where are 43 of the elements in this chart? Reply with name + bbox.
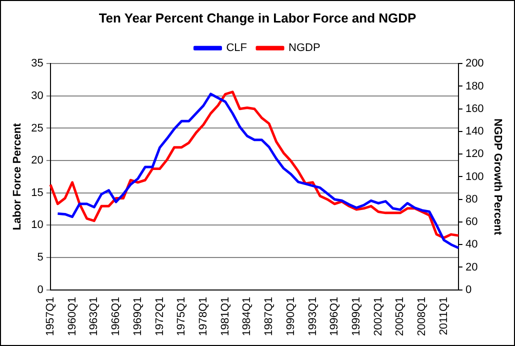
y2-tick-label: 180 bbox=[465, 80, 484, 92]
x-tick-label: 1957Q1 bbox=[44, 296, 56, 336]
chart-title: Ten Year Percent Change in Labor Force and NGDP bbox=[98, 10, 417, 26]
x-tick-label: 1966Q1 bbox=[110, 296, 122, 336]
y2-tick-label: 0 bbox=[465, 284, 472, 296]
y-tick-label: 20 bbox=[31, 154, 44, 167]
y-tick-label: 30 bbox=[31, 90, 44, 102]
y2-tick-label: 100 bbox=[465, 170, 484, 183]
y-tick-label: 0 bbox=[37, 284, 44, 296]
y2-tick-label: 40 bbox=[465, 238, 478, 251]
x-tick-label: 1999Q1 bbox=[350, 296, 362, 336]
y-tick-label: 35 bbox=[31, 58, 44, 70]
x-tick-label: 1990Q1 bbox=[284, 296, 297, 336]
y-tick-label: 10 bbox=[31, 219, 44, 232]
y2-tick-label: 60 bbox=[465, 216, 478, 228]
x-tick-label: 1981Q1 bbox=[219, 296, 232, 336]
y2-tick-label: 200 bbox=[465, 58, 484, 70]
x-tick-label: 1960Q1 bbox=[66, 296, 78, 336]
legend-label: NGDP bbox=[288, 42, 320, 54]
x-tick-label: 2002Q1 bbox=[372, 296, 384, 336]
x-tick-label: 1978Q1 bbox=[197, 296, 210, 336]
x-tick-label: 1993Q1 bbox=[306, 296, 319, 336]
x-tick-label: 2011Q1 bbox=[438, 296, 450, 336]
y2-tick-label: 80 bbox=[465, 193, 478, 206]
x-tick-label: 1963Q1 bbox=[88, 296, 100, 336]
x-tick-label: 1984Q1 bbox=[241, 296, 254, 336]
y2-tick-label: 160 bbox=[465, 102, 484, 115]
x-tick-label: 1972Q1 bbox=[154, 296, 166, 336]
y2-tick-label: 140 bbox=[465, 126, 484, 138]
y2-tick-label: 120 bbox=[465, 148, 484, 160]
x-tick-label: 2008Q1 bbox=[416, 296, 428, 336]
y2-axis-title: NGDP Growth Percent bbox=[491, 118, 504, 236]
x-tick-label: 1996Q1 bbox=[328, 296, 341, 336]
x-tick-label: 1969Q1 bbox=[132, 296, 144, 336]
x-tick-label: 2005Q1 bbox=[394, 296, 406, 336]
y-axis-title: Labor Force Percent bbox=[12, 122, 24, 230]
y2-tick-label: 20 bbox=[465, 261, 478, 274]
legend-label: CLF bbox=[226, 42, 248, 54]
y-tick-label: 25 bbox=[31, 122, 44, 134]
y-tick-label: 15 bbox=[31, 186, 44, 199]
x-tick-label: 1987Q1 bbox=[263, 296, 276, 336]
y-tick-label: 5 bbox=[37, 252, 44, 264]
x-tick-label: 1975Q1 bbox=[176, 296, 188, 336]
